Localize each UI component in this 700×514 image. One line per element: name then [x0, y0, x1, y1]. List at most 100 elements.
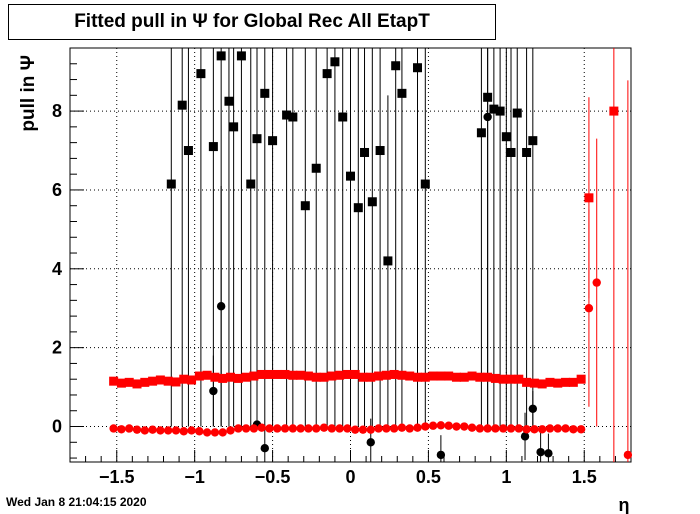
- data-point-square: [236, 51, 246, 61]
- data-point-square: [179, 374, 189, 384]
- data-point-circle: [499, 424, 508, 433]
- data-point-square: [196, 69, 206, 79]
- data-point-square: [311, 163, 321, 173]
- y-tick-label: 2: [52, 338, 62, 358]
- data-point-square: [177, 100, 187, 110]
- data-point-square: [397, 88, 407, 98]
- data-point-square: [609, 106, 619, 116]
- data-point-circle: [444, 421, 453, 430]
- data-point-square: [475, 372, 485, 382]
- data-point-circle: [132, 425, 142, 434]
- data-point-circle: [584, 304, 594, 313]
- data-point-circle: [374, 424, 383, 433]
- data-point-circle: [280, 424, 290, 433]
- data-point-circle: [483, 424, 492, 433]
- chart-title: Fitted pull in Ψ for Global Rec All Etap…: [74, 11, 430, 32]
- data-point-square: [506, 147, 516, 157]
- data-point-square: [264, 369, 274, 379]
- data-point-circle: [405, 424, 414, 433]
- data-point-circle: [350, 425, 360, 434]
- y-tick-label: 8: [52, 101, 62, 121]
- data-point-square: [367, 197, 377, 207]
- data-point-circle: [257, 423, 266, 432]
- data-point-square: [132, 379, 142, 389]
- data-point-circle: [312, 424, 321, 433]
- y-tick-label: 4: [52, 259, 62, 279]
- data-point-square: [413, 372, 423, 382]
- data-point-square: [451, 372, 461, 382]
- data-point-square: [155, 375, 165, 385]
- data-point-square: [522, 147, 532, 157]
- data-point-square: [171, 377, 181, 387]
- data-point-circle: [514, 424, 523, 433]
- data-point-circle: [218, 428, 227, 437]
- data-point-circle: [569, 425, 578, 434]
- data-point-circle: [209, 386, 218, 396]
- data-point-circle: [273, 424, 282, 433]
- data-point-square: [296, 370, 306, 380]
- data-point-circle: [234, 424, 243, 433]
- data-point-square: [288, 370, 298, 380]
- data-point-circle: [195, 427, 204, 436]
- x-tick-label: 0: [345, 467, 355, 487]
- data-point-circle: [358, 425, 368, 434]
- data-point-circle: [428, 421, 438, 430]
- data-point-square: [246, 179, 256, 189]
- data-point-square: [514, 374, 524, 384]
- data-point-square: [166, 179, 176, 189]
- data-point-square: [476, 128, 486, 138]
- data-point-square: [268, 136, 278, 146]
- data-point-circle: [319, 423, 329, 432]
- data-point-square: [208, 142, 218, 152]
- y-tick-label: 6: [52, 180, 62, 200]
- axis-ticks: −1.5 −1 −0.5 0 0.5 1 1.5 0 2 4 6 8: [52, 63, 632, 487]
- data-point-square: [194, 371, 204, 381]
- data-point-square: [346, 171, 355, 181]
- data-point-square: [342, 369, 352, 379]
- data-point-circle: [366, 425, 375, 434]
- data-point-circle: [366, 438, 375, 447]
- data-point-square: [389, 369, 399, 379]
- data-point-circle: [260, 444, 269, 453]
- data-point-circle: [187, 426, 196, 435]
- data-point-circle: [117, 425, 126, 434]
- data-point-square: [391, 61, 401, 71]
- data-point-square: [116, 378, 126, 388]
- data-point-square: [282, 110, 292, 120]
- data-point-circle: [467, 423, 477, 432]
- data-point-circle: [530, 425, 539, 434]
- data-point-circle: [421, 422, 430, 431]
- data-point-square: [272, 369, 282, 379]
- data-point-square: [495, 106, 505, 116]
- data-point-square: [467, 371, 477, 381]
- data-point-circle: [522, 425, 531, 434]
- data-point-square: [584, 193, 594, 203]
- data-point-square: [300, 201, 310, 211]
- data-point-square: [210, 372, 220, 382]
- data-point-circle: [528, 404, 538, 413]
- data-point-circle: [397, 423, 407, 432]
- data-point-circle: [389, 424, 399, 433]
- data-point-circle: [460, 422, 469, 431]
- data-point-square: [459, 372, 469, 382]
- data-point-square: [529, 378, 539, 388]
- data-point-square: [374, 371, 384, 381]
- data-point-circle: [483, 112, 492, 122]
- data-point-square: [405, 371, 415, 381]
- data-point-square: [545, 377, 555, 387]
- data-point-circle: [265, 424, 274, 433]
- data-point-square: [428, 371, 438, 381]
- data-point-square: [397, 370, 407, 380]
- data-point-circle: [545, 424, 555, 433]
- data-point-circle: [452, 422, 461, 431]
- data-point-square: [218, 373, 228, 383]
- data-point-circle: [537, 425, 547, 434]
- data-point-square: [229, 122, 239, 132]
- data-point-circle: [210, 428, 220, 437]
- x-tick-label: 1: [501, 467, 511, 487]
- data-point-square: [327, 371, 337, 381]
- data-point-circle: [156, 426, 165, 435]
- data-point-square: [249, 371, 259, 381]
- data-point-circle: [592, 278, 601, 287]
